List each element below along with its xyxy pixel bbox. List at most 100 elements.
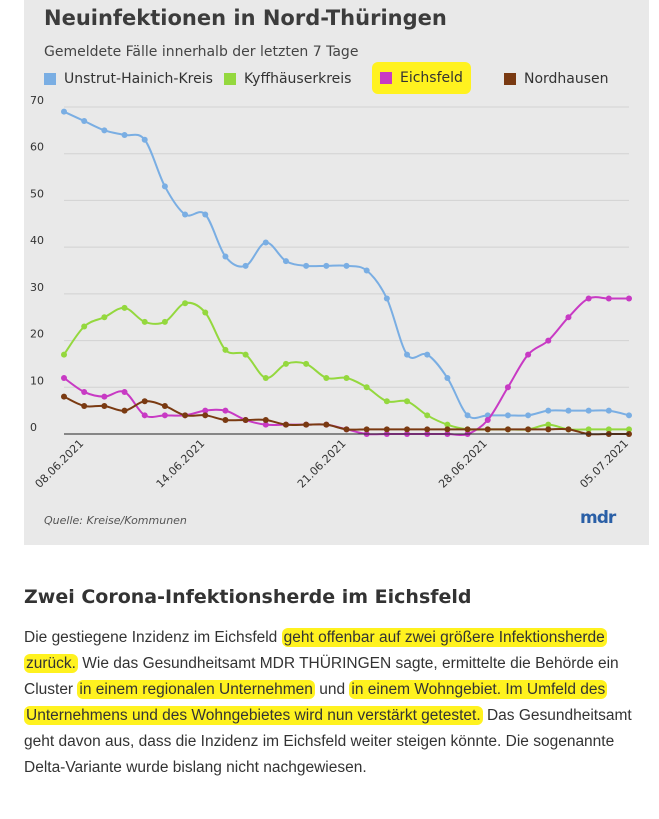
data-point [363, 267, 370, 274]
data-point [242, 351, 249, 358]
data-point [121, 388, 128, 395]
data-point [141, 318, 148, 325]
data-point [182, 211, 189, 218]
data-point [222, 416, 229, 423]
data-point [323, 421, 330, 428]
y-tick-label: 30 [30, 281, 44, 294]
data-point [141, 398, 148, 405]
legend-item: Eichsfeld [372, 62, 471, 94]
data-point [404, 426, 411, 433]
legend-item: Nordhausen [504, 69, 609, 89]
legend-item: Unstrut-Hainich-Kreis [44, 69, 213, 89]
data-point [101, 314, 108, 321]
data-point [262, 374, 269, 381]
data-point [626, 295, 632, 302]
x-tick-label: 28.06.2021 [436, 437, 490, 491]
legend-item: Kyffhäuserkreis [224, 69, 351, 89]
data-point [444, 426, 451, 433]
y-tick-label: 40 [30, 234, 44, 247]
data-point [262, 421, 269, 428]
legend-swatch [44, 73, 56, 85]
data-point [504, 384, 511, 391]
data-point [222, 346, 229, 353]
data-point [424, 351, 431, 358]
data-point [545, 407, 552, 414]
chart-subtitle: Gemeldete Fälle innerhalb der letzten 7 … [44, 44, 359, 60]
data-point [545, 337, 552, 344]
legend-swatch [380, 72, 392, 84]
data-point [61, 393, 67, 400]
data-point [222, 253, 229, 260]
data-point [585, 426, 592, 433]
data-point [81, 118, 88, 125]
y-tick-label: 50 [30, 187, 44, 200]
legend-swatch [504, 73, 516, 85]
data-point [545, 421, 552, 428]
data-point [565, 407, 572, 414]
data-point [424, 412, 431, 419]
data-point [323, 374, 330, 381]
data-point [464, 426, 471, 433]
x-tick-label: 14.06.2021 [154, 437, 208, 491]
data-point [182, 300, 189, 307]
data-point [161, 412, 168, 419]
data-point [343, 426, 350, 433]
data-point [383, 426, 390, 433]
data-point [121, 304, 128, 311]
data-point [343, 374, 350, 381]
y-tick-label: 10 [30, 374, 44, 387]
data-point [363, 426, 370, 433]
data-point [525, 351, 532, 358]
mdr-logo: mdr [580, 508, 616, 528]
data-point [545, 426, 552, 433]
line-chart: 0 10 20 30 40 50 60 70 08.06.2021 14.06.2021 21.06… [30, 95, 632, 491]
data-point [525, 426, 532, 433]
data-point [161, 402, 168, 409]
data-point [504, 412, 511, 419]
data-point [81, 388, 88, 395]
data-point [303, 262, 310, 269]
data-point [81, 323, 88, 330]
x-tick-label: 08.06.2021 [33, 437, 87, 491]
data-point [303, 421, 310, 428]
data-point [101, 393, 108, 400]
x-tick-label: 21.06.2021 [295, 437, 349, 491]
data-point [424, 426, 431, 433]
data-point [404, 351, 411, 358]
data-point [121, 407, 128, 414]
data-point [444, 374, 451, 381]
data-point [444, 421, 451, 428]
data-point [565, 426, 572, 433]
body-text: Das Gesundheitsamt geht davon aus, dass … [24, 707, 632, 776]
chart-card [24, 0, 649, 545]
data-point [202, 211, 209, 218]
data-point [464, 412, 471, 419]
data-point [222, 407, 229, 414]
data-point [242, 262, 249, 269]
data-point [383, 398, 390, 405]
data-point [605, 407, 612, 414]
data-point [61, 351, 67, 358]
chart-source: Quelle: Kreise/Kommunen [44, 514, 187, 527]
article-heading: Zwei Corona-Infektionsherde im Eichsfeld [24, 586, 472, 608]
data-point [121, 132, 128, 139]
data-point [605, 295, 612, 302]
data-point [303, 360, 310, 367]
body-text: Die gestiegene Inzidenz im Eichsfeld [24, 629, 282, 646]
data-point [262, 416, 269, 423]
data-point [605, 426, 612, 433]
data-point [484, 416, 491, 423]
y-tick-label: 60 [30, 141, 44, 154]
data-point [585, 407, 592, 414]
data-point [404, 398, 411, 405]
y-tick-label: 20 [30, 328, 44, 341]
data-point [161, 183, 168, 190]
legend-label: Kyffhäuserkreis [244, 71, 352, 87]
body-text: und [314, 681, 350, 698]
data-point [141, 136, 148, 143]
article-body: Die gestiegene Inzidenz im Eichsfeld geh… [24, 625, 649, 781]
data-point [202, 412, 209, 419]
data-point [202, 407, 209, 414]
data-point [282, 360, 289, 367]
legend-label: Eichsfeld [400, 70, 463, 86]
